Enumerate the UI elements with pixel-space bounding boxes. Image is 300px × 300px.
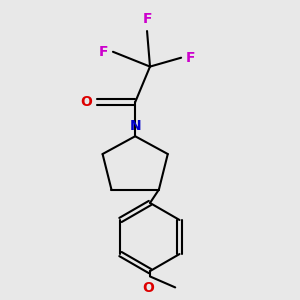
Text: F: F: [142, 12, 152, 26]
Text: O: O: [142, 281, 154, 295]
Text: F: F: [186, 51, 195, 65]
Text: N: N: [129, 119, 141, 133]
Text: O: O: [80, 95, 92, 109]
Text: F: F: [99, 45, 109, 59]
